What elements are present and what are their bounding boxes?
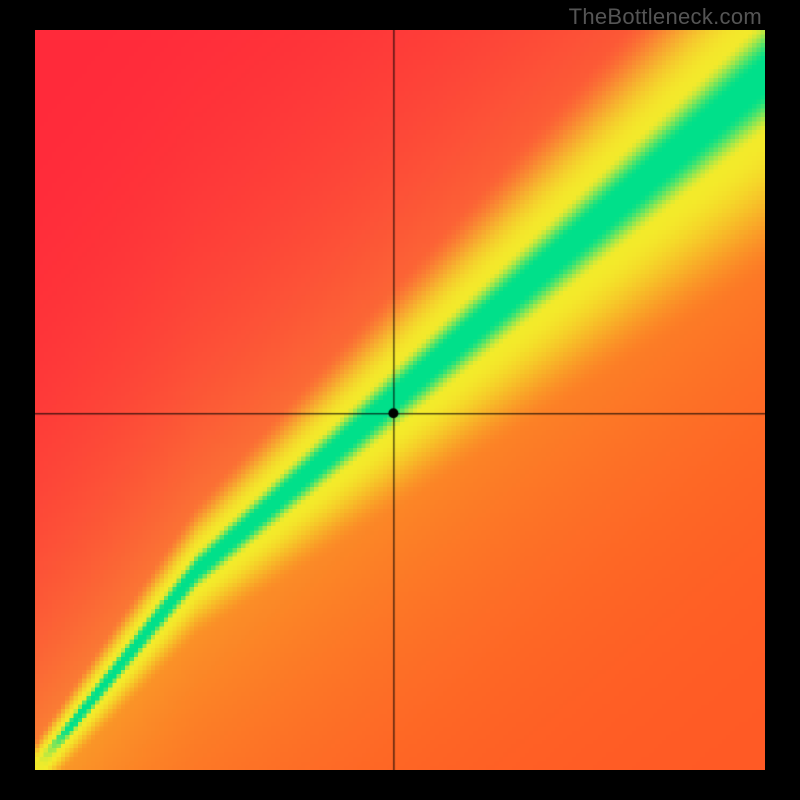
chart-container: TheBottleneck.com xyxy=(0,0,800,800)
watermark-text: TheBottleneck.com xyxy=(569,4,762,30)
crosshair-overlay xyxy=(35,30,765,770)
